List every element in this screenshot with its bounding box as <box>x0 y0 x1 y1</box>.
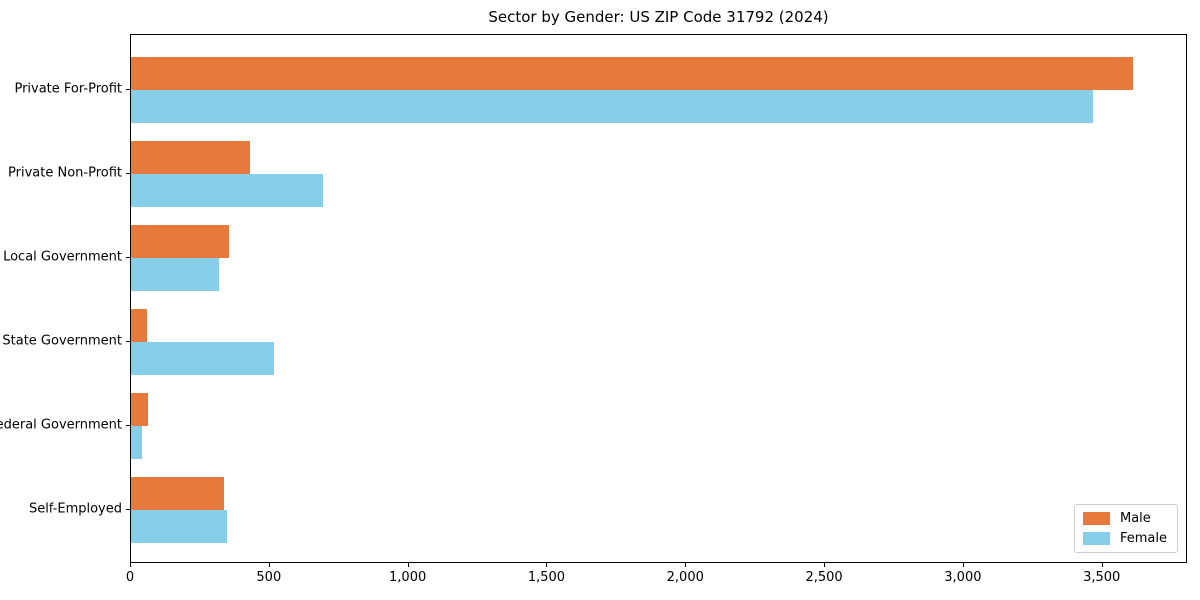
legend-label: Female <box>1119 531 1167 546</box>
x-tick-mark <box>268 563 270 567</box>
y-tick-mark <box>126 508 130 510</box>
plot-area: Male Female <box>130 34 1187 563</box>
legend-item-female: Female <box>1082 531 1167 546</box>
bar-male-private-for-profit <box>131 56 1134 90</box>
y-tick-label: Local Government <box>3 249 122 264</box>
bar-male-self-employed <box>131 476 224 510</box>
y-tick-label: Federal Government <box>0 417 122 432</box>
x-tick-mark <box>546 563 548 567</box>
y-tick-mark <box>126 424 130 426</box>
y-tick-label: Self-Employed <box>28 501 122 516</box>
legend-label: Male <box>1119 511 1151 526</box>
bar-female-local-government <box>131 257 219 291</box>
y-tick-mark <box>126 340 130 342</box>
x-tick-label: 1,500 <box>527 570 566 585</box>
x-tick-label: 500 <box>256 570 282 585</box>
bar-male-state-government <box>131 308 147 342</box>
bar-male-federal-government <box>131 392 148 426</box>
y-tick-label: Private Non-Profit <box>8 165 122 180</box>
bar-male-local-government <box>131 224 229 258</box>
legend-swatch-male <box>1082 512 1110 525</box>
x-tick-mark <box>685 563 687 567</box>
x-tick-label: 3,000 <box>944 570 982 585</box>
y-tick-mark <box>126 172 130 174</box>
y-tick-mark <box>126 88 130 90</box>
x-tick-mark <box>130 563 131 567</box>
legend-swatch-female <box>1082 532 1110 545</box>
x-tick-mark <box>407 563 409 567</box>
x-tick-label: 2,000 <box>666 570 704 585</box>
bar-male-private-non-profit <box>131 140 250 174</box>
x-tick-mark <box>962 563 964 567</box>
bar-female-state-government <box>131 341 274 375</box>
x-tick-label: 0 <box>125 570 135 585</box>
x-tick-label: 1,000 <box>389 570 427 585</box>
x-tick-label: 2,500 <box>805 570 843 585</box>
legend: Male Female <box>1073 504 1178 553</box>
chart-title: Sector by Gender: US ZIP Code 31792 (202… <box>488 8 829 26</box>
bar-female-private-for-profit <box>131 89 1093 123</box>
legend-item-male: Male <box>1082 511 1167 526</box>
x-tick-label: 3,500 <box>1083 570 1121 585</box>
x-tick-mark <box>824 563 826 567</box>
bar-female-self-employed <box>131 509 227 543</box>
y-tick-label: State Government <box>2 333 122 348</box>
bar-female-private-non-profit <box>131 173 324 207</box>
x-tick-mark <box>1101 563 1103 567</box>
y-tick-label: Private For-Profit <box>14 81 122 96</box>
y-tick-mark <box>126 256 130 258</box>
bar-female-federal-government <box>131 425 142 459</box>
